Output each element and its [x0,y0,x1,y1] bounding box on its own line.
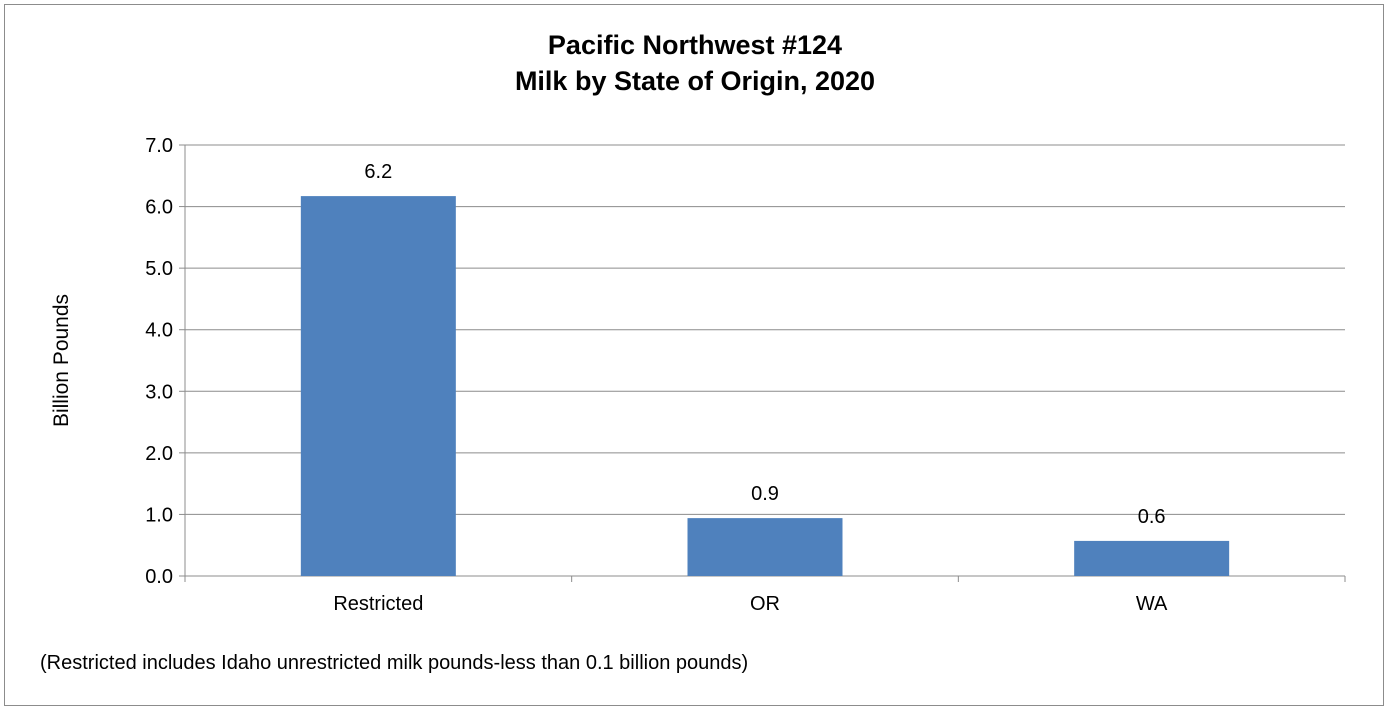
y-tick-label: 6.0 [145,197,173,219]
y-axis-title: Billion Pounds [50,294,73,427]
chart-title-line-2: Milk by State of Origin, 2020 [514,66,876,96]
x-category-label: OR [750,593,780,615]
y-tick-label: 3.0 [145,381,173,403]
y-tick-label: 1.0 [145,504,173,526]
y-tick-label: 0.0 [145,566,173,588]
bar-restricted [300,196,456,576]
chart-frame [4,4,1384,706]
y-tick-label: 2.0 [145,443,173,465]
data-label: 0.6 [1138,506,1166,528]
y-tick-label: 7.0 [145,135,173,157]
y-tick-label: 5.0 [145,258,173,280]
data-label: 0.9 [751,483,779,505]
bar-wa [1074,540,1230,576]
y-tick-label: 4.0 [145,320,173,342]
chart-title-line-1: Pacific Northwest #124 [547,30,843,60]
x-category-label: WA [1136,593,1168,615]
chart-footnote: (Restricted includes Idaho unrestricted … [40,652,749,674]
bar-or [687,518,843,576]
data-label: 6.2 [364,161,392,183]
x-category-label: Restricted [333,593,423,615]
